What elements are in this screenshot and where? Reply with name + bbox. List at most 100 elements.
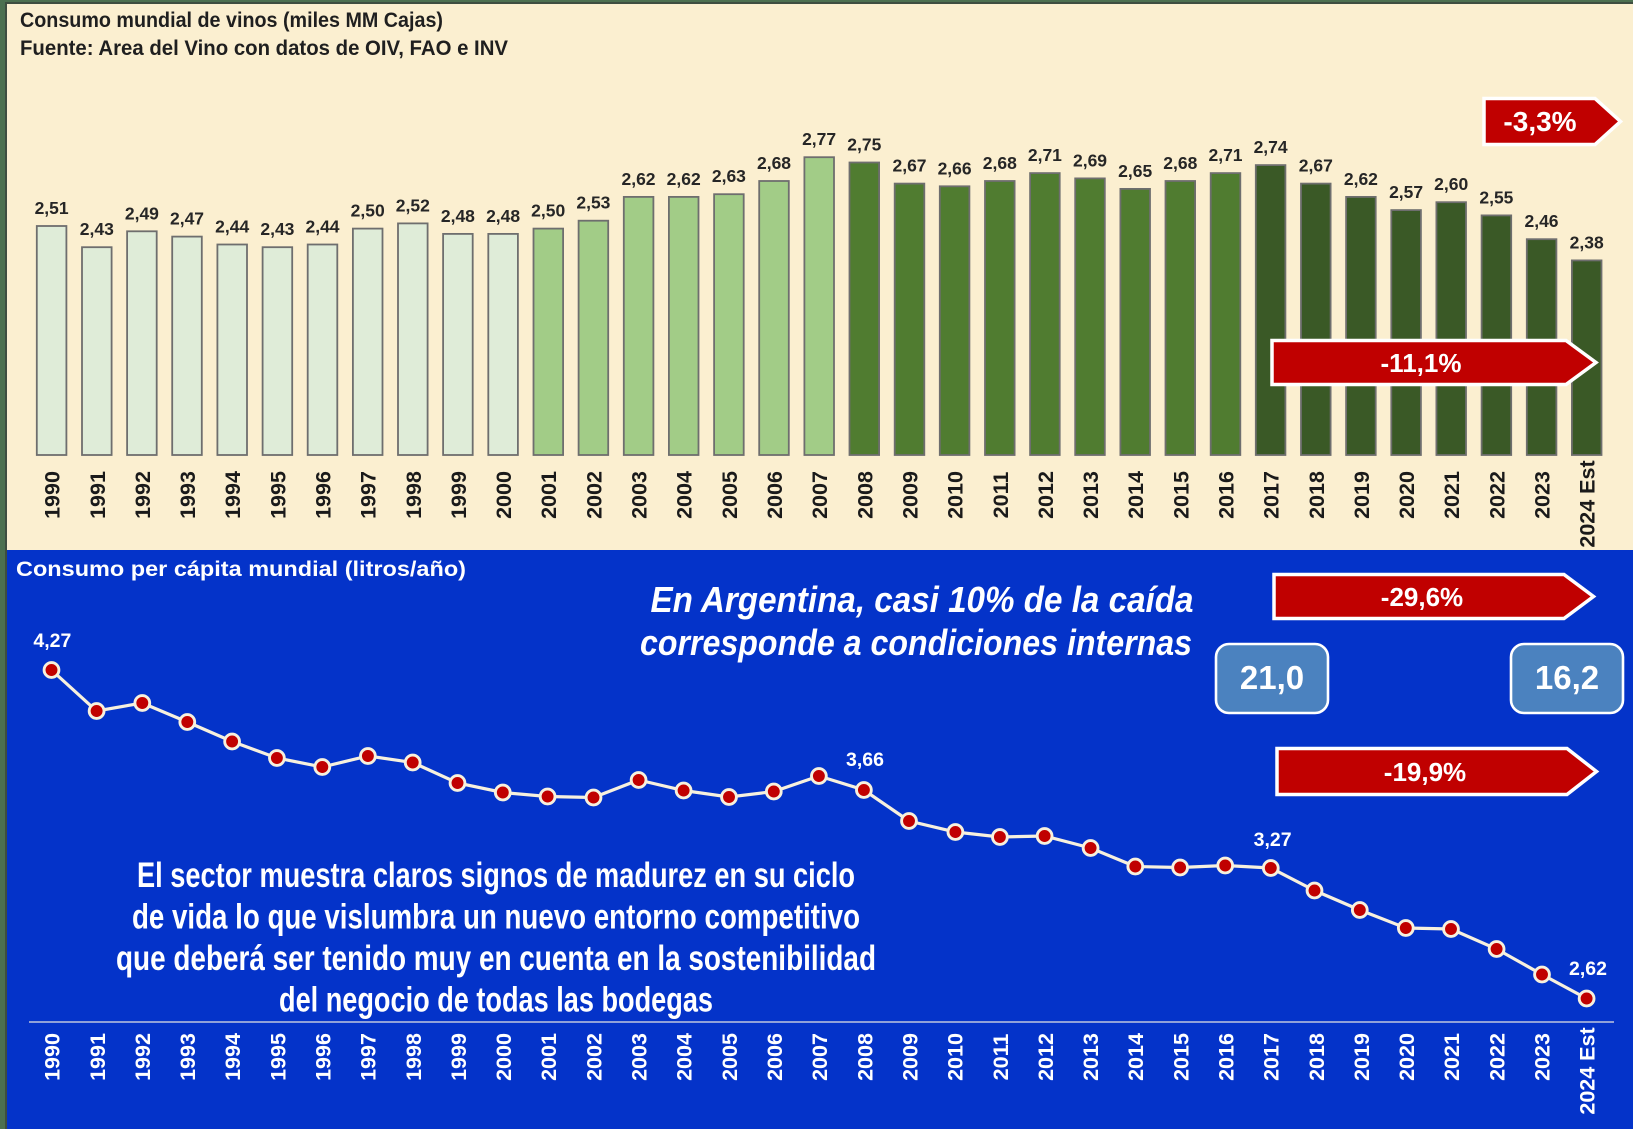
svg-text:2010: 2010 [944,1033,968,1081]
svg-text:1993: 1993 [176,471,200,519]
svg-text:1992: 1992 [131,1033,155,1081]
svg-text:2,77: 2,77 [802,129,836,149]
svg-text:2024 Est: 2024 Est [1576,1027,1600,1114]
svg-text:2017: 2017 [1260,471,1284,519]
svg-text:1996: 1996 [312,471,336,519]
svg-text:2,47: 2,47 [170,209,204,229]
svg-text:2,48: 2,48 [441,206,475,226]
svg-text:2,44: 2,44 [215,217,249,237]
svg-text:1995: 1995 [266,1033,290,1081]
svg-text:2,71: 2,71 [1208,145,1242,165]
svg-text:1999: 1999 [447,1033,471,1081]
svg-text:corresponde a condiciones inte: corresponde a condiciones internas [640,622,1192,663]
svg-text:2,68: 2,68 [983,153,1017,173]
svg-text:Fuente: Area del Vino con dato: Fuente: Area del Vino con datos de OIV, … [20,37,508,60]
svg-text:2008: 2008 [853,471,877,519]
svg-text:Consumo mundial de vinos (mile: Consumo mundial de vinos (miles MM Cajas… [20,9,443,32]
svg-text:2013: 2013 [1079,471,1103,519]
svg-text:2,38: 2,38 [1570,232,1604,252]
svg-text:2008: 2008 [853,1033,877,1081]
svg-text:de vida lo que vislumbra un nu: de vida lo que vislumbra un nuevo entorn… [132,898,860,937]
svg-text:2011: 2011 [989,1034,1013,1081]
svg-text:2001: 2001 [537,1033,561,1081]
svg-text:2020: 2020 [1395,1033,1419,1081]
svg-text:2,67: 2,67 [1299,156,1333,176]
svg-text:2005: 2005 [718,471,742,519]
svg-text:2011: 2011 [989,472,1013,519]
svg-text:2,50: 2,50 [351,201,385,221]
svg-text:2013: 2013 [1079,1033,1103,1081]
svg-text:2022: 2022 [1485,1033,1509,1081]
svg-text:4,27: 4,27 [33,630,71,652]
svg-text:2002: 2002 [582,471,606,519]
svg-text:1991: 1991 [86,1033,110,1081]
svg-text:2,44: 2,44 [305,217,339,237]
svg-text:1998: 1998 [402,1033,426,1081]
svg-text:1995: 1995 [266,471,290,519]
svg-text:-3,3%: -3,3% [1503,106,1576,137]
svg-text:2,51: 2,51 [35,198,69,218]
svg-text:1991: 1991 [86,471,110,519]
svg-text:-29,6%: -29,6% [1381,582,1463,612]
svg-text:2,65: 2,65 [1118,161,1152,181]
svg-text:2015: 2015 [1169,471,1193,519]
svg-text:2,52: 2,52 [396,195,430,215]
svg-text:2,60: 2,60 [1434,174,1468,194]
svg-text:2012: 2012 [1034,471,1058,519]
svg-text:2,63: 2,63 [712,166,746,186]
svg-text:2,48: 2,48 [486,206,520,226]
svg-text:2009: 2009 [899,471,923,519]
svg-text:El sector muestra claros signo: El sector muestra claros signos de madur… [137,856,855,895]
svg-text:2,55: 2,55 [1479,187,1513,207]
svg-text:1998: 1998 [402,471,426,519]
svg-text:2001: 2001 [537,471,561,519]
svg-text:2019: 2019 [1350,471,1374,519]
svg-text:2005: 2005 [718,1033,742,1081]
svg-text:Consumo per cápita mundial (li: Consumo per cápita mundial (litros/año) [16,558,466,581]
svg-text:2,46: 2,46 [1524,211,1558,231]
svg-text:2004: 2004 [673,471,697,519]
svg-text:2016: 2016 [1215,1033,1239,1081]
svg-text:2010: 2010 [944,471,968,519]
svg-text:1994: 1994 [221,471,245,519]
svg-text:2,71: 2,71 [1028,145,1062,165]
svg-text:3,66: 3,66 [846,749,884,771]
svg-text:2,43: 2,43 [260,219,294,239]
svg-text:2018: 2018 [1305,1033,1329,1081]
svg-text:2,68: 2,68 [757,153,791,173]
svg-text:2018: 2018 [1305,471,1329,519]
svg-text:2014: 2014 [1124,1033,1148,1081]
svg-text:1994: 1994 [221,1033,245,1081]
svg-text:1993: 1993 [176,1033,200,1081]
svg-text:2020: 2020 [1395,471,1419,519]
svg-text:En Argentina, casi 10% de la c: En Argentina, casi 10% de la caída [651,579,1194,620]
svg-text:2007: 2007 [808,1033,832,1081]
svg-text:2002: 2002 [582,1033,606,1081]
svg-text:2006: 2006 [763,1033,787,1081]
svg-text:2023: 2023 [1531,471,1555,519]
svg-text:2003: 2003 [628,1033,652,1081]
svg-text:2,53: 2,53 [576,193,610,213]
svg-text:2,62: 2,62 [1569,958,1607,980]
svg-text:2,62: 2,62 [667,169,701,189]
svg-text:2023: 2023 [1531,1033,1555,1081]
svg-text:2012: 2012 [1034,1033,1058,1081]
svg-text:2014: 2014 [1124,471,1148,519]
svg-text:2,67: 2,67 [892,156,926,176]
svg-text:1997: 1997 [357,1033,381,1081]
svg-text:1990: 1990 [41,471,65,519]
svg-text:16,2: 16,2 [1535,659,1599,696]
svg-text:-19,9%: -19,9% [1384,757,1466,787]
svg-text:del negocio de todas las bodeg: del negocio de todas las bodegas [279,981,713,1020]
svg-text:1992: 1992 [131,471,155,519]
svg-text:2024 Est: 2024 Est [1576,460,1600,547]
svg-text:que deberá ser tenido muy en c: que deberá ser tenido muy en cuenta en l… [116,939,876,978]
svg-text:2,43: 2,43 [80,219,114,239]
svg-text:2016: 2016 [1215,471,1239,519]
svg-text:2004: 2004 [673,1033,697,1081]
svg-text:2,75: 2,75 [847,135,881,155]
svg-text:2000: 2000 [492,1033,516,1081]
svg-text:2,66: 2,66 [938,158,972,178]
svg-text:2003: 2003 [628,471,652,519]
svg-text:2019: 2019 [1350,1033,1374,1081]
